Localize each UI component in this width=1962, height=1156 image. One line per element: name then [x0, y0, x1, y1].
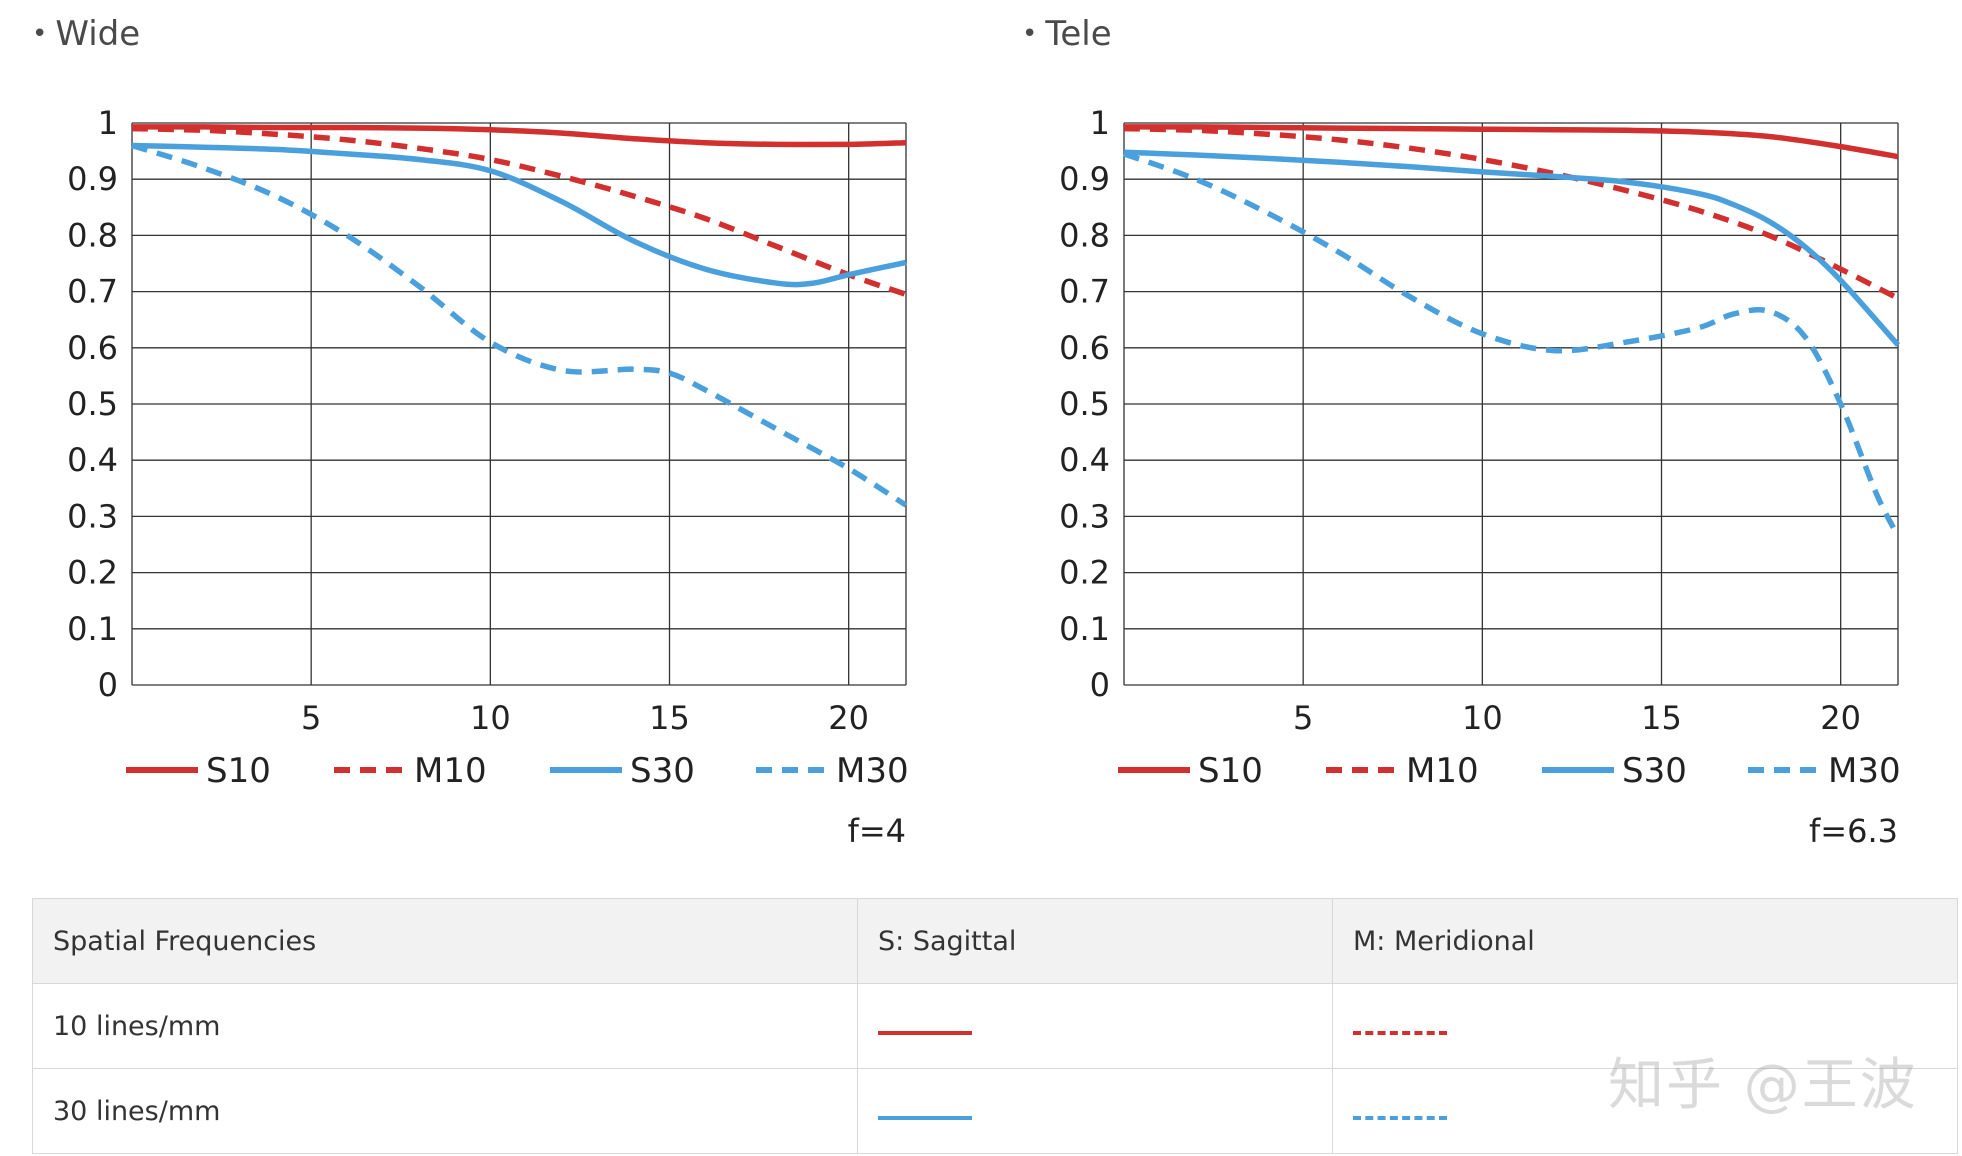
header-cell: Spatial Frequencies	[32, 898, 858, 984]
legend-label-s30: S30	[1622, 751, 1687, 791]
sagittal-sample-cell	[857, 1068, 1333, 1154]
legend-label-s10: S10	[206, 751, 271, 791]
y-tick-label: 0.1	[1059, 610, 1110, 648]
series-line-m30	[1123, 151, 1901, 538]
row-label: 30 lines/mm	[32, 1068, 858, 1154]
x-tick-label: 20	[1820, 699, 1861, 737]
y-tick-label: 1	[1090, 104, 1110, 142]
y-tick-label: 0.5	[1059, 385, 1110, 423]
row-label: 10 lines/mm	[32, 983, 858, 1069]
dashed-blue-line-sample	[1353, 1115, 1447, 1120]
meridional-sample-cell	[1332, 983, 1958, 1069]
frequency-legend-table: Spatial Frequencies S: Sagittal M: Merid…	[32, 898, 1958, 1154]
tele-title-text: Tele	[1045, 14, 1112, 54]
y-tick-label: 0.4	[67, 441, 118, 479]
table-row: 10 lines/mm	[32, 983, 1958, 1069]
table-row: 30 lines/mm	[32, 1068, 1958, 1154]
tele-panel-title: • Tele	[1022, 14, 1112, 54]
x-tick-label: 15	[649, 699, 690, 737]
dashed-red-line-sample	[1353, 1030, 1447, 1035]
x-tick-label: 5	[1293, 699, 1313, 737]
legend-label-s10: S10	[1198, 751, 1263, 791]
y-tick-label: 0.7	[67, 273, 118, 311]
y-tick-label: 0.6	[67, 329, 118, 367]
bullet: •	[1022, 19, 1038, 49]
series-line-s30	[1123, 149, 1901, 347]
wide-panel-title: • Wide	[32, 14, 140, 54]
legend-label-m10: M10	[414, 751, 487, 791]
y-tick-label: 1	[98, 104, 118, 142]
y-tick-label: 0.8	[1059, 216, 1110, 254]
x-tick-label: 20	[828, 699, 869, 737]
y-tick-label: 0.2	[67, 554, 118, 592]
y-tick-label: 0.2	[1059, 554, 1110, 592]
y-tick-label: 0.4	[1059, 441, 1110, 479]
legend-label-m30: M30	[1828, 751, 1901, 791]
meridional-sample-cell	[1332, 1068, 1958, 1154]
y-tick-label: 0.3	[1059, 497, 1110, 535]
series-line-s10	[1123, 124, 1899, 160]
y-tick-label: 0.5	[67, 385, 118, 423]
y-tick-label: 0.6	[1059, 329, 1110, 367]
aperture-label: f=4	[848, 812, 906, 850]
y-tick-label: 0	[1090, 666, 1110, 704]
watermark: 知乎 @王波	[1608, 1053, 1918, 1118]
series-line-s10	[131, 124, 907, 148]
x-tick-label: 5	[301, 699, 321, 737]
aperture-label: f=6.3	[1809, 812, 1898, 850]
table-header-row: Spatial Frequencies S: Sagittal M: Merid…	[32, 898, 1958, 984]
x-tick-label: 15	[1641, 699, 1682, 737]
x-tick-label: 10	[1462, 699, 1503, 737]
solid-blue-line-sample	[878, 1115, 972, 1120]
sagittal-sample-cell	[857, 983, 1333, 1069]
x-tick-label: 10	[470, 699, 511, 737]
series-line-m10	[1123, 125, 1900, 301]
header-cell: S: Sagittal	[857, 898, 1333, 984]
bullet: •	[32, 19, 48, 49]
series-line-m10	[131, 125, 907, 298]
y-tick-label: 0	[98, 666, 118, 704]
y-tick-label: 0.8	[67, 216, 118, 254]
wide-title-text: Wide	[55, 14, 141, 54]
y-tick-label: 0.1	[67, 610, 118, 648]
y-tick-label: 0.9	[67, 160, 118, 198]
header-cell: M: Meridional	[1332, 898, 1958, 984]
solid-red-line-sample	[878, 1030, 972, 1035]
series-line-s30	[131, 142, 907, 288]
y-tick-label: 0.9	[1059, 160, 1110, 198]
y-tick-label: 0.7	[1059, 273, 1110, 311]
y-tick-label: 0.3	[67, 497, 118, 535]
legend-label-m10: M10	[1406, 751, 1479, 791]
legend-label-m30: M30	[836, 751, 909, 791]
legend-label-s30: S30	[630, 751, 695, 791]
